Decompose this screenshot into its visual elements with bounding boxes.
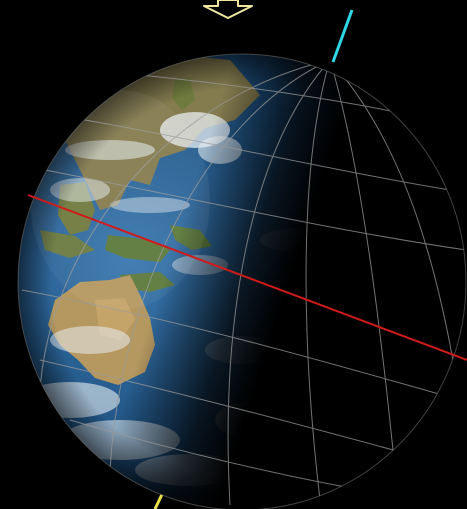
sun-direction-arrow-icon bbox=[203, 0, 253, 19]
earth-globe bbox=[18, 54, 466, 509]
equator-line bbox=[27, 194, 467, 361]
north-axis-line bbox=[331, 9, 354, 63]
globe-outline bbox=[17, 53, 467, 509]
graticule bbox=[21, 59, 466, 506]
